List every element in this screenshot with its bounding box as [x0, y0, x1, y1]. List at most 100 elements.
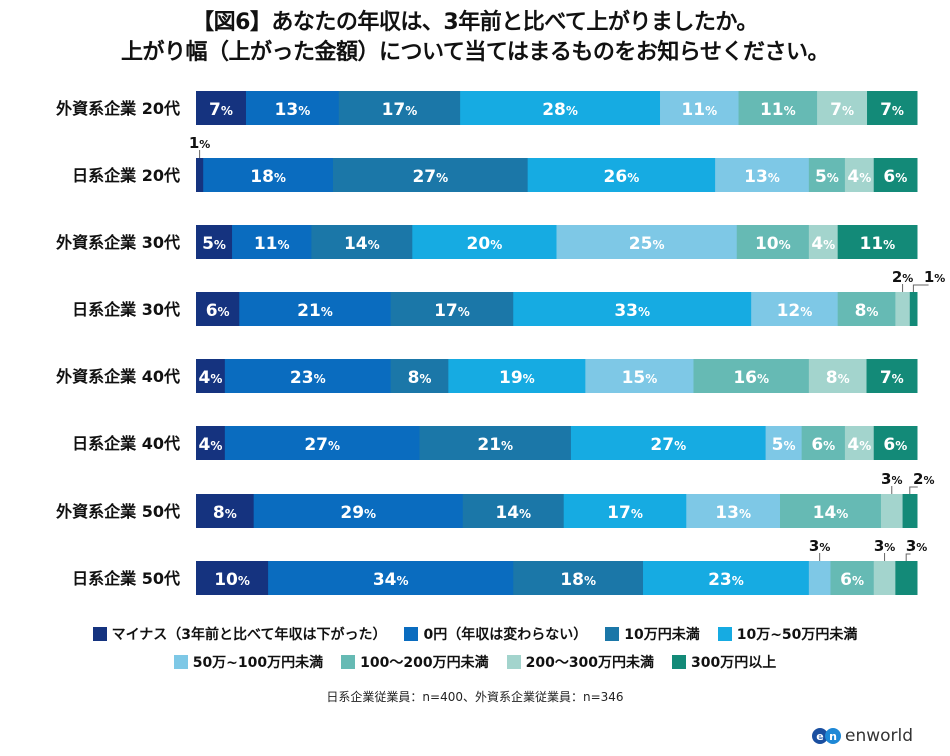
data-label: 21%	[297, 301, 333, 321]
bar-segment	[880, 494, 904, 528]
data-label: 6%	[811, 435, 835, 455]
legend-swatch-icon	[173, 655, 188, 669]
legend-label: 50万~100万円未満	[192, 655, 324, 671]
data-label: 4%	[847, 167, 871, 187]
legend-swatch-icon	[92, 627, 107, 641]
data-label: 18%	[560, 570, 596, 590]
legend-swatch-icon	[672, 655, 687, 669]
chart-title: 【図6】あなたの年収は、3年前と比べて上がりましたか。	[192, 10, 758, 35]
bar-segment	[513, 561, 644, 595]
data-label: 4%	[198, 435, 222, 455]
data-label: 18%	[250, 167, 286, 187]
data-label: 14%	[813, 503, 849, 523]
data-label: 15%	[622, 368, 658, 388]
data-label: 5%	[772, 435, 796, 455]
bar-segment	[751, 292, 839, 326]
data-label: 7%	[880, 368, 904, 388]
bar-segment	[895, 561, 918, 595]
bar-segment	[460, 91, 661, 125]
data-label: 14%	[495, 503, 531, 523]
bar-segment	[419, 426, 572, 460]
bar-segment	[570, 426, 767, 460]
legend-item: 200～300万円未満	[506, 652, 655, 672]
data-label: 16%	[733, 368, 769, 388]
bar-segment	[268, 561, 514, 595]
data-label: 7%	[830, 100, 854, 120]
data-label: 11%	[859, 234, 895, 254]
logo-text: enworld	[845, 726, 914, 746]
bar-segment	[837, 292, 896, 326]
data-label: 8%	[855, 301, 879, 321]
legend-item: 100～200万円未満	[341, 652, 489, 672]
bar-segment	[196, 561, 269, 595]
legend-item: 0円（年収は変わらない）	[404, 624, 587, 644]
callout-label: 1%	[924, 268, 945, 286]
bar-segment	[715, 158, 810, 192]
callout-leader-line	[909, 486, 918, 494]
bar-segment	[844, 426, 875, 460]
legend-row-1: マイナス（3年前と比べて年収は下がった） 0円（年収は変わらない） 10万円未満 10…	[0, 624, 950, 644]
legend-swatch-icon	[506, 655, 521, 669]
data-label: 8%	[826, 368, 850, 388]
bar-segment	[253, 494, 464, 528]
data-label: 4%	[811, 234, 835, 254]
legend-label: 200～300万円未満	[525, 655, 655, 671]
data-label: 10%	[755, 234, 791, 254]
data-label: 13%	[715, 503, 751, 523]
data-label: 7%	[209, 100, 233, 120]
legend-label: 100～200万円未満	[360, 655, 489, 671]
data-label: 28%	[542, 100, 578, 120]
legend-swatch-icon	[605, 627, 620, 641]
data-label: 8%	[213, 503, 237, 523]
data-label: 13%	[744, 167, 780, 187]
bar-segment	[830, 561, 875, 595]
category-label: 日系企業 30代	[72, 300, 180, 319]
bar-segment	[909, 292, 918, 326]
bar-segment	[239, 292, 392, 326]
data-label: 13%	[275, 100, 311, 120]
data-label: 14%	[344, 234, 380, 254]
callout-label: 2%	[892, 268, 913, 286]
bar-segment	[780, 494, 882, 528]
callout-label: 3%	[874, 537, 895, 555]
bar-segment	[808, 158, 846, 192]
callout-leader-line	[905, 553, 911, 561]
data-label: 6%	[206, 301, 230, 321]
sample-size-note: 日系企業従業員：n=400、外資系企業従業員：n=346	[326, 690, 624, 704]
legend-item: 300万円以上	[672, 652, 776, 672]
bar-segment	[693, 359, 810, 393]
data-label: 26%	[604, 167, 640, 187]
bar-segment	[390, 359, 449, 393]
bar-segment	[873, 426, 918, 460]
bar-segment	[448, 359, 586, 393]
bar-segment	[902, 494, 918, 528]
bar-segment	[844, 158, 875, 192]
bar-segment	[513, 292, 752, 326]
bar-segment	[686, 494, 781, 528]
bar-segment	[563, 494, 687, 528]
bar-segment	[224, 426, 421, 460]
bar-segment	[196, 426, 226, 460]
data-label: 6%	[883, 435, 907, 455]
data-label: 27%	[412, 167, 448, 187]
legend-item: 50万~100万円未満	[173, 652, 324, 672]
bar-segment	[895, 292, 911, 326]
bar-segment	[808, 359, 868, 393]
bar-segment	[332, 158, 529, 192]
bar-segment	[196, 359, 226, 393]
callout-label: 1%	[189, 134, 210, 152]
bar-segment	[736, 225, 810, 259]
bar-segment	[866, 359, 918, 393]
bar-segment	[527, 158, 716, 192]
bar-segment	[817, 91, 868, 125]
category-label: 外資系企業 50代	[55, 502, 180, 521]
data-label: 20%	[467, 234, 503, 254]
category-label: 外資系企業 30代	[55, 233, 180, 252]
bar-segment	[873, 158, 918, 192]
legend-label: 0円（年収は変わらない）	[423, 627, 588, 643]
data-label: 17%	[607, 503, 643, 523]
legend-swatch-icon	[717, 627, 732, 641]
data-label: 5%	[202, 234, 226, 254]
legend-row-2: 50万~100万円未満 100～200万円未満 200～300万円未満 300万円以上	[0, 652, 950, 672]
